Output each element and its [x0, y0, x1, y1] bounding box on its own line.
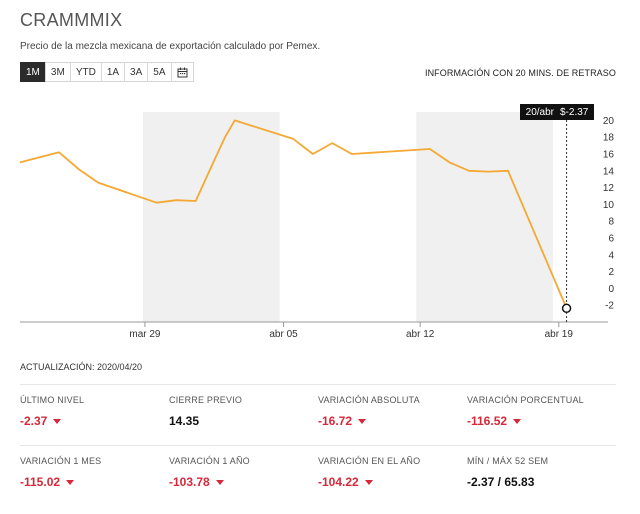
y-tick-label: 6: [608, 234, 614, 245]
stat-value-wrap: -103.78: [169, 475, 318, 489]
stats-row: ÚLTIMO NIVEL -2.37 CIERRE PREVIO 14.35 V…: [20, 384, 616, 445]
caret-down-icon: [364, 479, 373, 485]
stat-label: CIERRE PREVIO: [169, 395, 243, 405]
caret-down-icon: [53, 418, 62, 424]
x-tick-label: abr 05: [269, 329, 298, 340]
weekend-shade: [142, 112, 280, 322]
caret-down-icon: [513, 418, 522, 424]
stat-value: 14.35: [169, 414, 200, 428]
stat-ultimo-nivel: ÚLTIMO NIVEL -2.37: [20, 385, 169, 445]
stat-value: -115.02: [20, 475, 61, 489]
range-selector: 1M 3M YTD 1A 3A 5A: [20, 62, 194, 82]
y-tick-label: 0: [608, 284, 614, 295]
calendar-button[interactable]: [170, 62, 194, 82]
stat-label: ÚLTIMO NIVEL: [20, 395, 85, 405]
stat-value: -2.37: [20, 414, 48, 428]
stat-variacion-en-el-ano: VARIACIÓN EN EL AÑO -104.22: [318, 446, 467, 510]
stat-min-max-52-sem: MÍN / MÁX 52 SEM -2.37 / 65.83: [467, 446, 616, 510]
x-tick-label: abr 19: [545, 329, 574, 340]
page-subtitle: Precio de la mezcla mexicana de exportac…: [20, 41, 321, 52]
stat-value-wrap: -2.37: [20, 414, 169, 428]
price-series-line: [19, 119, 568, 309]
stats-row: VARIACIÓN 1 MES -115.02 VARIACIÓN 1 AÑO …: [20, 445, 616, 510]
caret-down-icon: [215, 479, 224, 485]
stat-label: VARIACIÓN PORCENTUAL: [467, 395, 584, 405]
x-tick-label: abr 12: [406, 329, 435, 340]
stat-value-wrap: -116.52: [467, 414, 616, 428]
tooltip-value: $-2.37: [560, 106, 589, 118]
range-button-1m[interactable]: 1M: [20, 62, 46, 82]
stat-value-wrap: -104.22: [318, 475, 467, 489]
weekend-shade: [416, 112, 553, 322]
stat-variacion-absoluta: VARIACIÓN ABSOLUTA -16.72: [318, 385, 467, 445]
stat-label: VARIACIÓN 1 MES: [20, 456, 102, 466]
stat-cierre-previo: CIERRE PREVIO 14.35: [169, 385, 318, 445]
range-button-5a[interactable]: 5A: [147, 62, 172, 82]
update-timestamp: ACTUALIZACIÓN: 2020/04/20: [20, 362, 143, 372]
last-point-marker: [561, 303, 572, 314]
stat-value: -116.52: [467, 414, 508, 428]
y-tick-label: 18: [603, 133, 615, 144]
range-button-ytd[interactable]: YTD: [69, 62, 102, 82]
stat-value-wrap: -2.37 / 65.83: [467, 475, 616, 489]
y-tick-label: 14: [603, 166, 615, 177]
page-title: CRAMMMIX: [20, 10, 123, 30]
caret-down-icon: [358, 418, 367, 424]
y-tick-label: 12: [603, 183, 615, 194]
range-button-3m[interactable]: 3M: [44, 62, 71, 82]
range-button-3a[interactable]: 3A: [124, 62, 149, 82]
stat-value-wrap: 14.35: [169, 414, 318, 428]
delay-notice: INFORMACIÓN CON 20 MINS. DE RETRASO: [424, 68, 616, 78]
stat-label: VARIACIÓN ABSOLUTA: [318, 395, 420, 405]
range-button-1a[interactable]: 1A: [100, 62, 126, 82]
stats-grid: ÚLTIMO NIVEL -2.37 CIERRE PREVIO 14.35 V…: [20, 384, 616, 510]
stat-variacion-porcentual: VARIACIÓN PORCENTUAL -116.52: [467, 385, 616, 445]
y-tick-label: 8: [608, 217, 614, 228]
chart-tooltip: 20/abr $-2.37: [520, 104, 594, 120]
y-tick-label: 16: [603, 150, 615, 161]
stat-variacion-1-mes: VARIACIÓN 1 MES -115.02: [20, 446, 169, 510]
price-chart[interactable]: -2 0 2 4 6 8 10 12 14 16 18 20 mar 29 abr 05 abr 12 abr…: [0, 100, 640, 350]
stat-variacion-1-ano: VARIACIÓN 1 AÑO -103.78: [169, 446, 318, 510]
stat-value: -16.72: [318, 414, 353, 428]
stat-value-wrap: -115.02: [20, 475, 169, 489]
caret-down-icon: [66, 479, 75, 485]
stat-value: -103.78: [169, 475, 210, 489]
y-tick-label: 20: [603, 116, 615, 127]
stat-value: -104.22: [318, 475, 359, 489]
stat-label: VARIACIÓN 1 AÑO: [169, 456, 250, 466]
stat-value: -2.37 / 65.83: [467, 475, 535, 489]
stat-label: MÍN / MÁX 52 SEM: [467, 456, 549, 466]
y-tick-label: 2: [608, 267, 614, 278]
y-tick-label: 10: [603, 200, 615, 211]
y-tick-label: 4: [608, 250, 614, 261]
stat-value-wrap: -16.72: [318, 414, 467, 428]
tooltip-date: 20/abr: [525, 106, 554, 118]
stat-label: VARIACIÓN EN EL AÑO: [318, 456, 421, 466]
y-tick-label: -2: [605, 301, 614, 312]
calendar-icon: [177, 67, 188, 77]
x-tick-label: mar 29: [129, 329, 161, 340]
